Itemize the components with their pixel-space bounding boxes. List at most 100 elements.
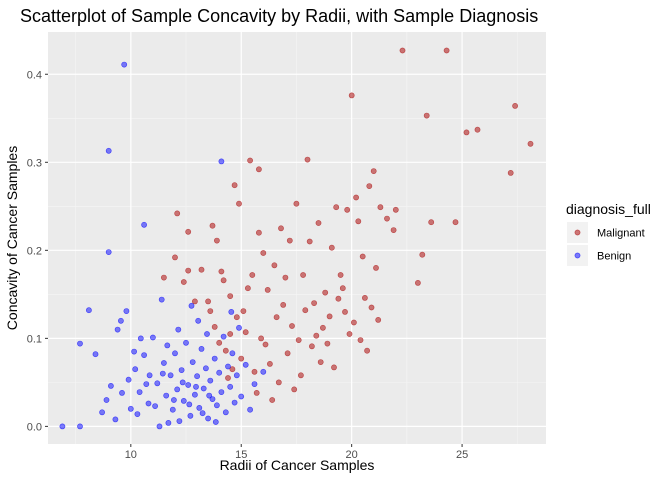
data-point-benign bbox=[77, 423, 83, 430]
data-point-malignant bbox=[293, 200, 300, 207]
data-point-malignant bbox=[209, 222, 216, 229]
data-point-malignant bbox=[258, 335, 264, 342]
data-point-benign bbox=[174, 386, 181, 393]
data-point-benign bbox=[158, 296, 165, 303]
data-point-benign bbox=[225, 363, 231, 370]
data-point-benign bbox=[231, 399, 238, 406]
data-point-malignant bbox=[474, 126, 481, 133]
data-point-malignant bbox=[308, 343, 315, 350]
data-point-malignant bbox=[377, 204, 384, 211]
x-tick-label: 10 bbox=[125, 449, 137, 461]
data-point-benign bbox=[169, 406, 176, 413]
x-tick-label: 20 bbox=[346, 449, 358, 461]
data-point-benign bbox=[159, 370, 166, 377]
data-point-benign bbox=[121, 61, 128, 68]
data-point-malignant bbox=[282, 274, 289, 281]
data-point-malignant bbox=[264, 286, 271, 293]
legend-title: diagnosis_full bbox=[566, 201, 651, 217]
data-point-benign bbox=[127, 405, 134, 412]
data-point-malignant bbox=[300, 272, 306, 278]
data-point-malignant bbox=[291, 386, 298, 393]
data-point-malignant bbox=[527, 140, 534, 147]
data-point-malignant bbox=[280, 301, 287, 308]
data-point-benign bbox=[218, 158, 225, 165]
data-point-benign bbox=[199, 410, 206, 417]
data-point-malignant bbox=[319, 324, 326, 331]
data-point-benign bbox=[136, 389, 143, 395]
data-point-malignant bbox=[233, 314, 240, 321]
data-point-malignant bbox=[211, 323, 218, 330]
data-point-benign bbox=[123, 308, 130, 314]
legend-key-benign bbox=[574, 252, 581, 259]
data-point-malignant bbox=[419, 251, 426, 258]
data-point-malignant bbox=[227, 331, 234, 337]
legend-label-benign: Benign bbox=[597, 251, 631, 263]
y-tick-label: 0.4 bbox=[27, 69, 42, 81]
data-point-malignant bbox=[225, 375, 231, 381]
data-point-malignant bbox=[253, 389, 260, 396]
data-point-malignant bbox=[392, 206, 399, 213]
data-point-malignant bbox=[198, 266, 205, 273]
data-point-malignant bbox=[507, 169, 514, 176]
data-point-malignant bbox=[452, 219, 459, 226]
data-point-malignant bbox=[384, 215, 390, 222]
data-point-malignant bbox=[337, 272, 344, 278]
data-point-malignant bbox=[366, 183, 373, 189]
data-point-malignant bbox=[174, 210, 181, 217]
data-point-benign bbox=[176, 418, 183, 424]
data-point-malignant bbox=[399, 47, 406, 54]
data-point-benign bbox=[187, 412, 194, 419]
data-point-malignant bbox=[160, 274, 167, 281]
legend: diagnosis_full Malignant Benign bbox=[566, 201, 651, 266]
data-point-benign bbox=[189, 359, 196, 365]
data-point-benign bbox=[185, 382, 192, 388]
data-point-malignant bbox=[414, 279, 421, 286]
data-point-malignant bbox=[355, 218, 362, 225]
data-point-benign bbox=[260, 368, 267, 375]
data-point-malignant bbox=[172, 254, 178, 261]
data-point-benign bbox=[154, 380, 161, 387]
data-point-malignant bbox=[313, 332, 320, 339]
data-point-malignant bbox=[284, 350, 291, 357]
data-point-benign bbox=[92, 351, 99, 358]
data-point-benign bbox=[205, 415, 211, 422]
data-point-malignant bbox=[269, 397, 276, 403]
y-tick-label: 0.2 bbox=[27, 245, 42, 257]
data-point-benign bbox=[222, 409, 229, 416]
data-point-benign bbox=[204, 331, 210, 337]
data-point-malignant bbox=[207, 308, 214, 314]
data-point-benign bbox=[160, 360, 167, 366]
data-point-benign bbox=[114, 326, 121, 333]
data-point-benign bbox=[186, 401, 193, 408]
data-point-malignant bbox=[463, 129, 470, 136]
data-point-benign bbox=[188, 302, 195, 309]
data-point-malignant bbox=[350, 319, 357, 326]
data-point-malignant bbox=[236, 200, 242, 207]
data-point-malignant bbox=[244, 285, 251, 292]
y-tick-label: 0.3 bbox=[27, 157, 42, 169]
data-point-benign bbox=[105, 249, 112, 255]
y-tick-label: 0.1 bbox=[27, 333, 42, 345]
axis-ticks: 10 15 20 25 0.0 0.1 0.2 0.3 0.4 bbox=[27, 69, 469, 461]
data-point-benign bbox=[206, 392, 213, 399]
data-point-malignant bbox=[339, 285, 346, 292]
data-point-malignant bbox=[353, 194, 359, 201]
data-point-benign bbox=[163, 392, 170, 399]
data-point-malignant bbox=[229, 366, 236, 373]
data-point-benign bbox=[105, 147, 112, 154]
data-point-malignant bbox=[295, 337, 302, 343]
data-point-malignant bbox=[297, 372, 304, 379]
data-point-malignant bbox=[333, 204, 340, 211]
data-point-benign bbox=[200, 385, 207, 392]
data-point-malignant bbox=[428, 219, 435, 226]
data-point-benign bbox=[196, 404, 203, 411]
data-point-benign bbox=[247, 406, 253, 413]
data-point-malignant bbox=[373, 264, 379, 271]
data-point-benign bbox=[228, 308, 235, 315]
legend-key-malignant bbox=[574, 229, 581, 236]
data-point-malignant bbox=[255, 166, 262, 173]
data-point-malignant bbox=[317, 359, 324, 365]
data-point-benign bbox=[165, 419, 172, 426]
data-point-malignant bbox=[271, 262, 278, 269]
